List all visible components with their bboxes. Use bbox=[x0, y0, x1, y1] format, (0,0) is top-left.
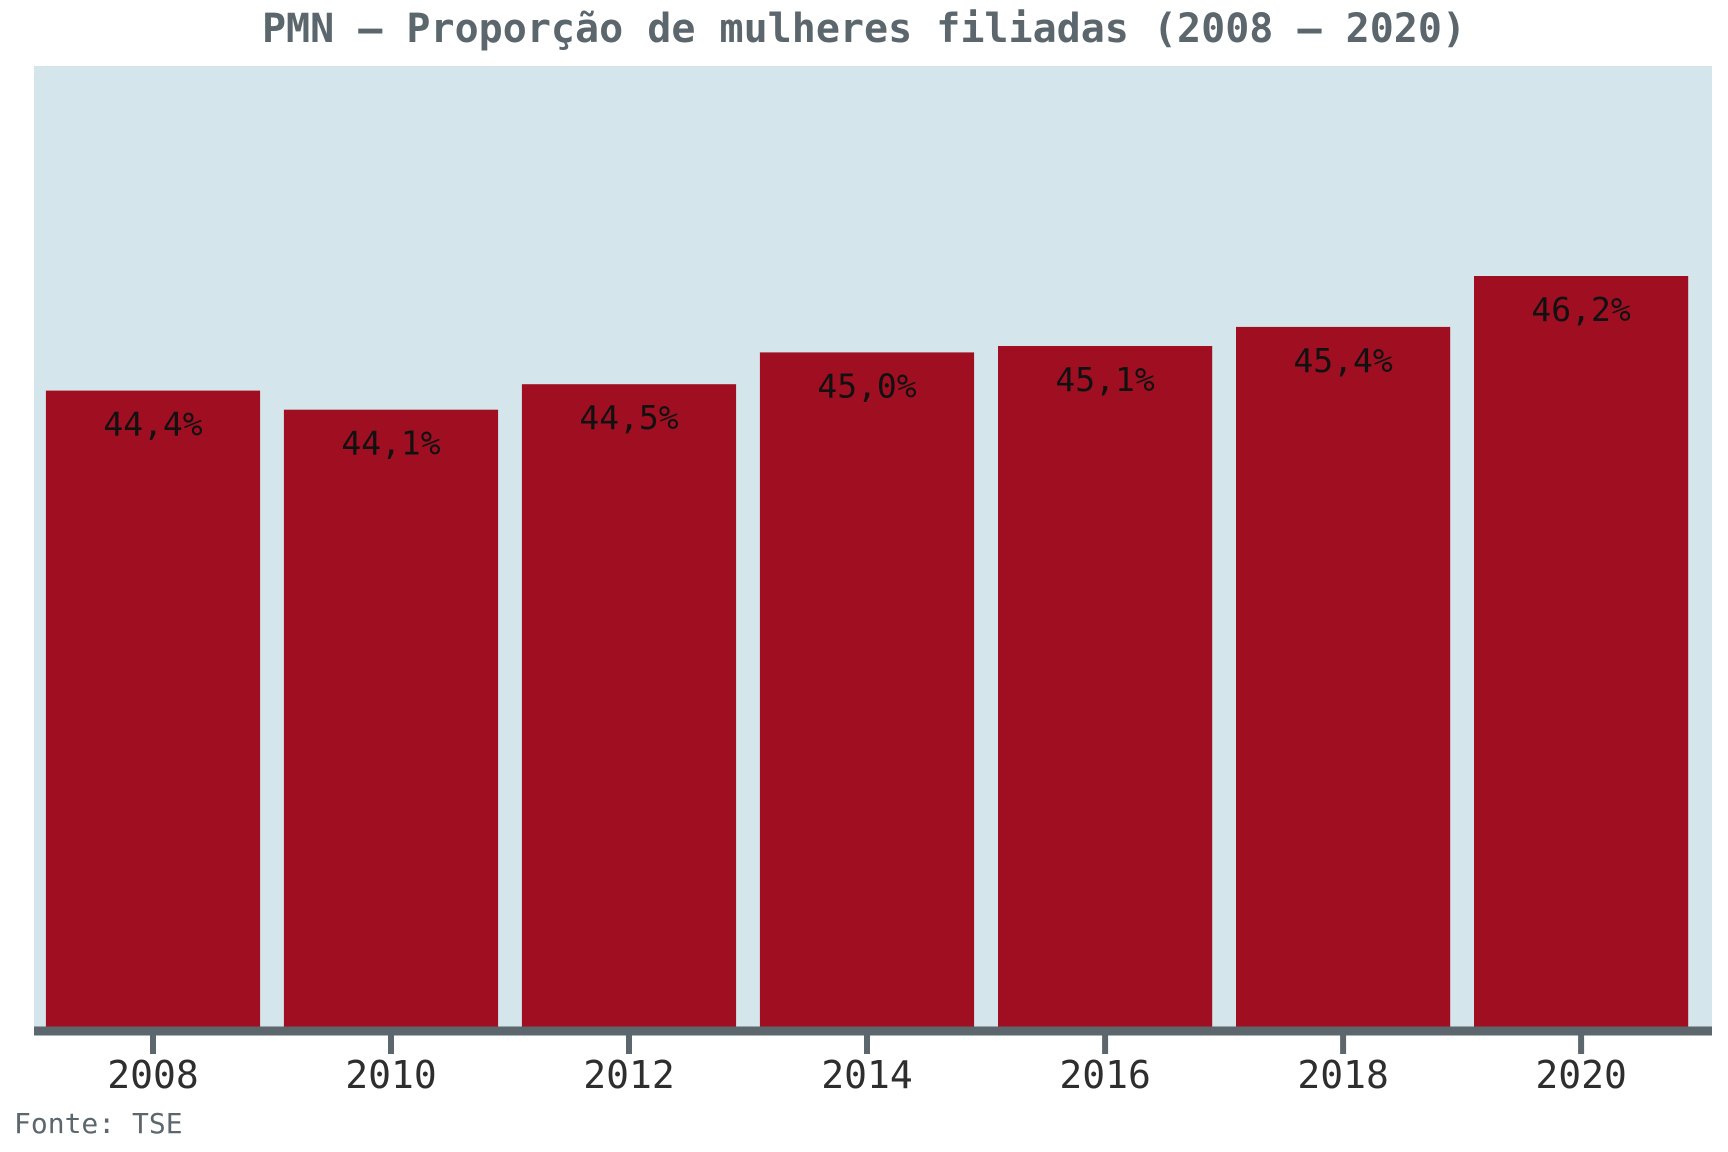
bar-2014 bbox=[759, 352, 975, 1027]
value-label-2010: 44,1% bbox=[341, 424, 440, 463]
value-label-2016: 45,1% bbox=[1055, 360, 1154, 399]
bars-group bbox=[45, 276, 1689, 1028]
x-tick-label-2018: 2018 bbox=[1297, 1053, 1389, 1097]
chart-title: PMN – Proporção de mulheres filiadas (20… bbox=[262, 6, 1466, 52]
x-tick-labels-group: 2008 2010 2012 2014 2016 2018 2020 bbox=[107, 1053, 1627, 1097]
bar-2012 bbox=[521, 384, 737, 1027]
value-label-2020: 46,2% bbox=[1531, 290, 1630, 329]
value-labels-group: 44,4% 44,1% 44,5% 45,0% 45,1% 45,4% 46,2% bbox=[103, 290, 1631, 463]
x-tick-label-2010: 2010 bbox=[345, 1053, 437, 1097]
x-tick-label-2020: 2020 bbox=[1535, 1053, 1627, 1097]
x-ticks-group bbox=[150, 1031, 1585, 1054]
x-tick-label-2014: 2014 bbox=[821, 1053, 913, 1097]
value-label-2012: 44,5% bbox=[579, 398, 678, 437]
x-tick-label-2008: 2008 bbox=[107, 1053, 199, 1097]
bar-2016 bbox=[998, 346, 1213, 1027]
bar-2008 bbox=[45, 390, 261, 1028]
value-label-2008: 44,4% bbox=[103, 405, 202, 444]
bar-2010 bbox=[283, 409, 499, 1027]
source-note: Fonte: TSE bbox=[14, 1107, 183, 1140]
value-label-2014: 45,0% bbox=[817, 366, 916, 405]
x-tick-label-2012: 2012 bbox=[583, 1053, 675, 1097]
value-label-2018: 45,4% bbox=[1293, 341, 1392, 380]
x-tick-label-2016: 2016 bbox=[1059, 1053, 1151, 1097]
bar-2018 bbox=[1236, 326, 1451, 1027]
bar-2020 bbox=[1474, 276, 1689, 1027]
